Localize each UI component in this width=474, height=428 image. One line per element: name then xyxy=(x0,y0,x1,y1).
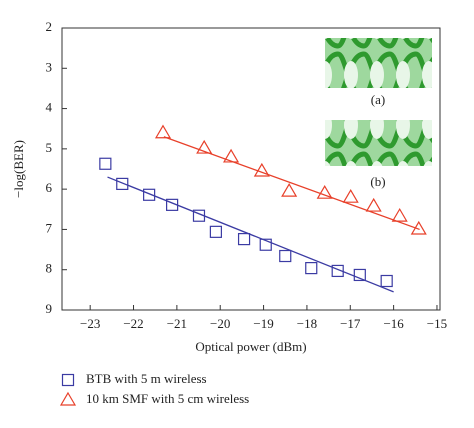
data-point xyxy=(154,124,172,139)
data-point xyxy=(331,264,344,278)
x-axis-title: Optical power (dBm) xyxy=(195,339,306,354)
data-point xyxy=(166,198,179,211)
data-point xyxy=(410,220,427,235)
data-point xyxy=(281,182,298,197)
data-point xyxy=(196,139,213,154)
x-tick-label: −19 xyxy=(253,316,273,331)
y-tick-label: 2 xyxy=(46,19,53,34)
legend-marker xyxy=(61,373,75,387)
y-tick-label: 8 xyxy=(46,261,53,276)
data-point xyxy=(223,148,240,163)
data-point xyxy=(279,249,292,263)
data-point xyxy=(253,162,270,177)
x-tick-label: −18 xyxy=(297,316,317,331)
inset-label: (a) xyxy=(371,92,385,107)
y-axis-title: −log(BER) xyxy=(11,140,26,198)
x-tick-label: −17 xyxy=(340,316,361,331)
y-tick-label: 4 xyxy=(46,100,53,115)
x-tick-label: −16 xyxy=(383,316,404,331)
eye-diagram xyxy=(325,38,432,88)
y-tick-label: 7 xyxy=(46,220,53,235)
x-tick-label: −20 xyxy=(210,316,230,331)
data-point xyxy=(365,197,382,212)
data-point xyxy=(116,177,129,191)
data-point xyxy=(391,207,408,222)
inset-label: (b) xyxy=(370,174,385,189)
y-tick-label: 6 xyxy=(46,180,53,195)
data-point xyxy=(237,232,251,246)
data-point xyxy=(192,209,206,222)
data-point xyxy=(209,225,222,238)
legend-label: 10 km SMF with 5 cm wireless xyxy=(86,391,249,406)
y-tick-label: 9 xyxy=(46,301,53,316)
legend-marker xyxy=(59,391,77,406)
x-tick-label: −22 xyxy=(123,316,143,331)
data-point xyxy=(342,189,359,203)
y-tick-label: 3 xyxy=(46,59,53,74)
legend-label: BTB with 5 m wireless xyxy=(86,371,207,386)
x-tick-label: −23 xyxy=(80,316,100,331)
data-point xyxy=(316,184,333,199)
data-point xyxy=(380,274,393,288)
x-tick-label: −21 xyxy=(167,316,187,331)
eye-diagram xyxy=(325,120,432,166)
x-tick-label: −15 xyxy=(427,316,447,331)
y-tick-label: 5 xyxy=(46,140,53,155)
data-point xyxy=(353,268,366,282)
fit-line xyxy=(163,136,420,231)
data-point xyxy=(259,238,272,251)
data-point xyxy=(99,157,112,170)
data-point xyxy=(305,262,318,275)
fit-line xyxy=(107,176,394,293)
data-point xyxy=(143,188,156,201)
plot-frame xyxy=(61,27,441,311)
